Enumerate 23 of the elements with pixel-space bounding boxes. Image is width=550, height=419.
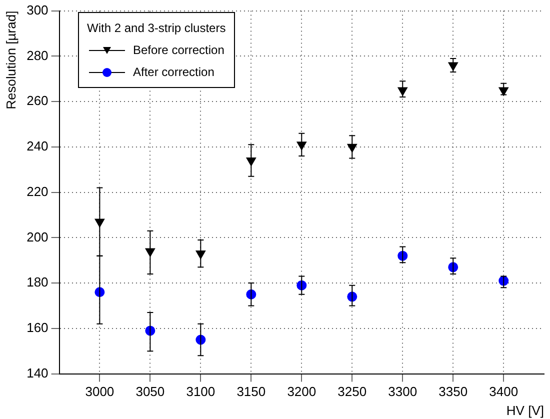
x-tick-label: 3400 (489, 384, 518, 400)
y-tick-label: 160 (26, 320, 48, 336)
x-tick-label: 3200 (287, 384, 316, 400)
x-axis-title: HV [V] (506, 402, 544, 418)
y-tick-label: 280 (26, 48, 48, 63)
y-tick-label: 300 (26, 2, 48, 18)
legend-title: With 2 and 3-strip clusters (87, 20, 226, 37)
x-tick-label: 3100 (186, 384, 216, 400)
legend-label: Before correction (133, 42, 224, 59)
y-tick-label: 180 (26, 274, 48, 290)
y-axis-title: Resolution [µrad] (3, 10, 18, 110)
x-tick-label: 3350 (438, 384, 468, 400)
y-tick-label: 140 (26, 365, 48, 380)
x-tick-label: 3300 (388, 384, 418, 400)
x-tick-label: 3050 (136, 384, 165, 400)
x-tick-label: 3250 (338, 384, 367, 400)
y-tick-label: 260 (26, 93, 48, 108)
x-tick-label: 3000 (85, 384, 114, 400)
y-tick-label: 200 (26, 229, 48, 244)
legend-label: After correction (133, 64, 214, 81)
x-tick-label: 3150 (236, 384, 266, 400)
y-tick-label: 240 (26, 138, 48, 154)
y-tick-label: 220 (26, 184, 48, 199)
